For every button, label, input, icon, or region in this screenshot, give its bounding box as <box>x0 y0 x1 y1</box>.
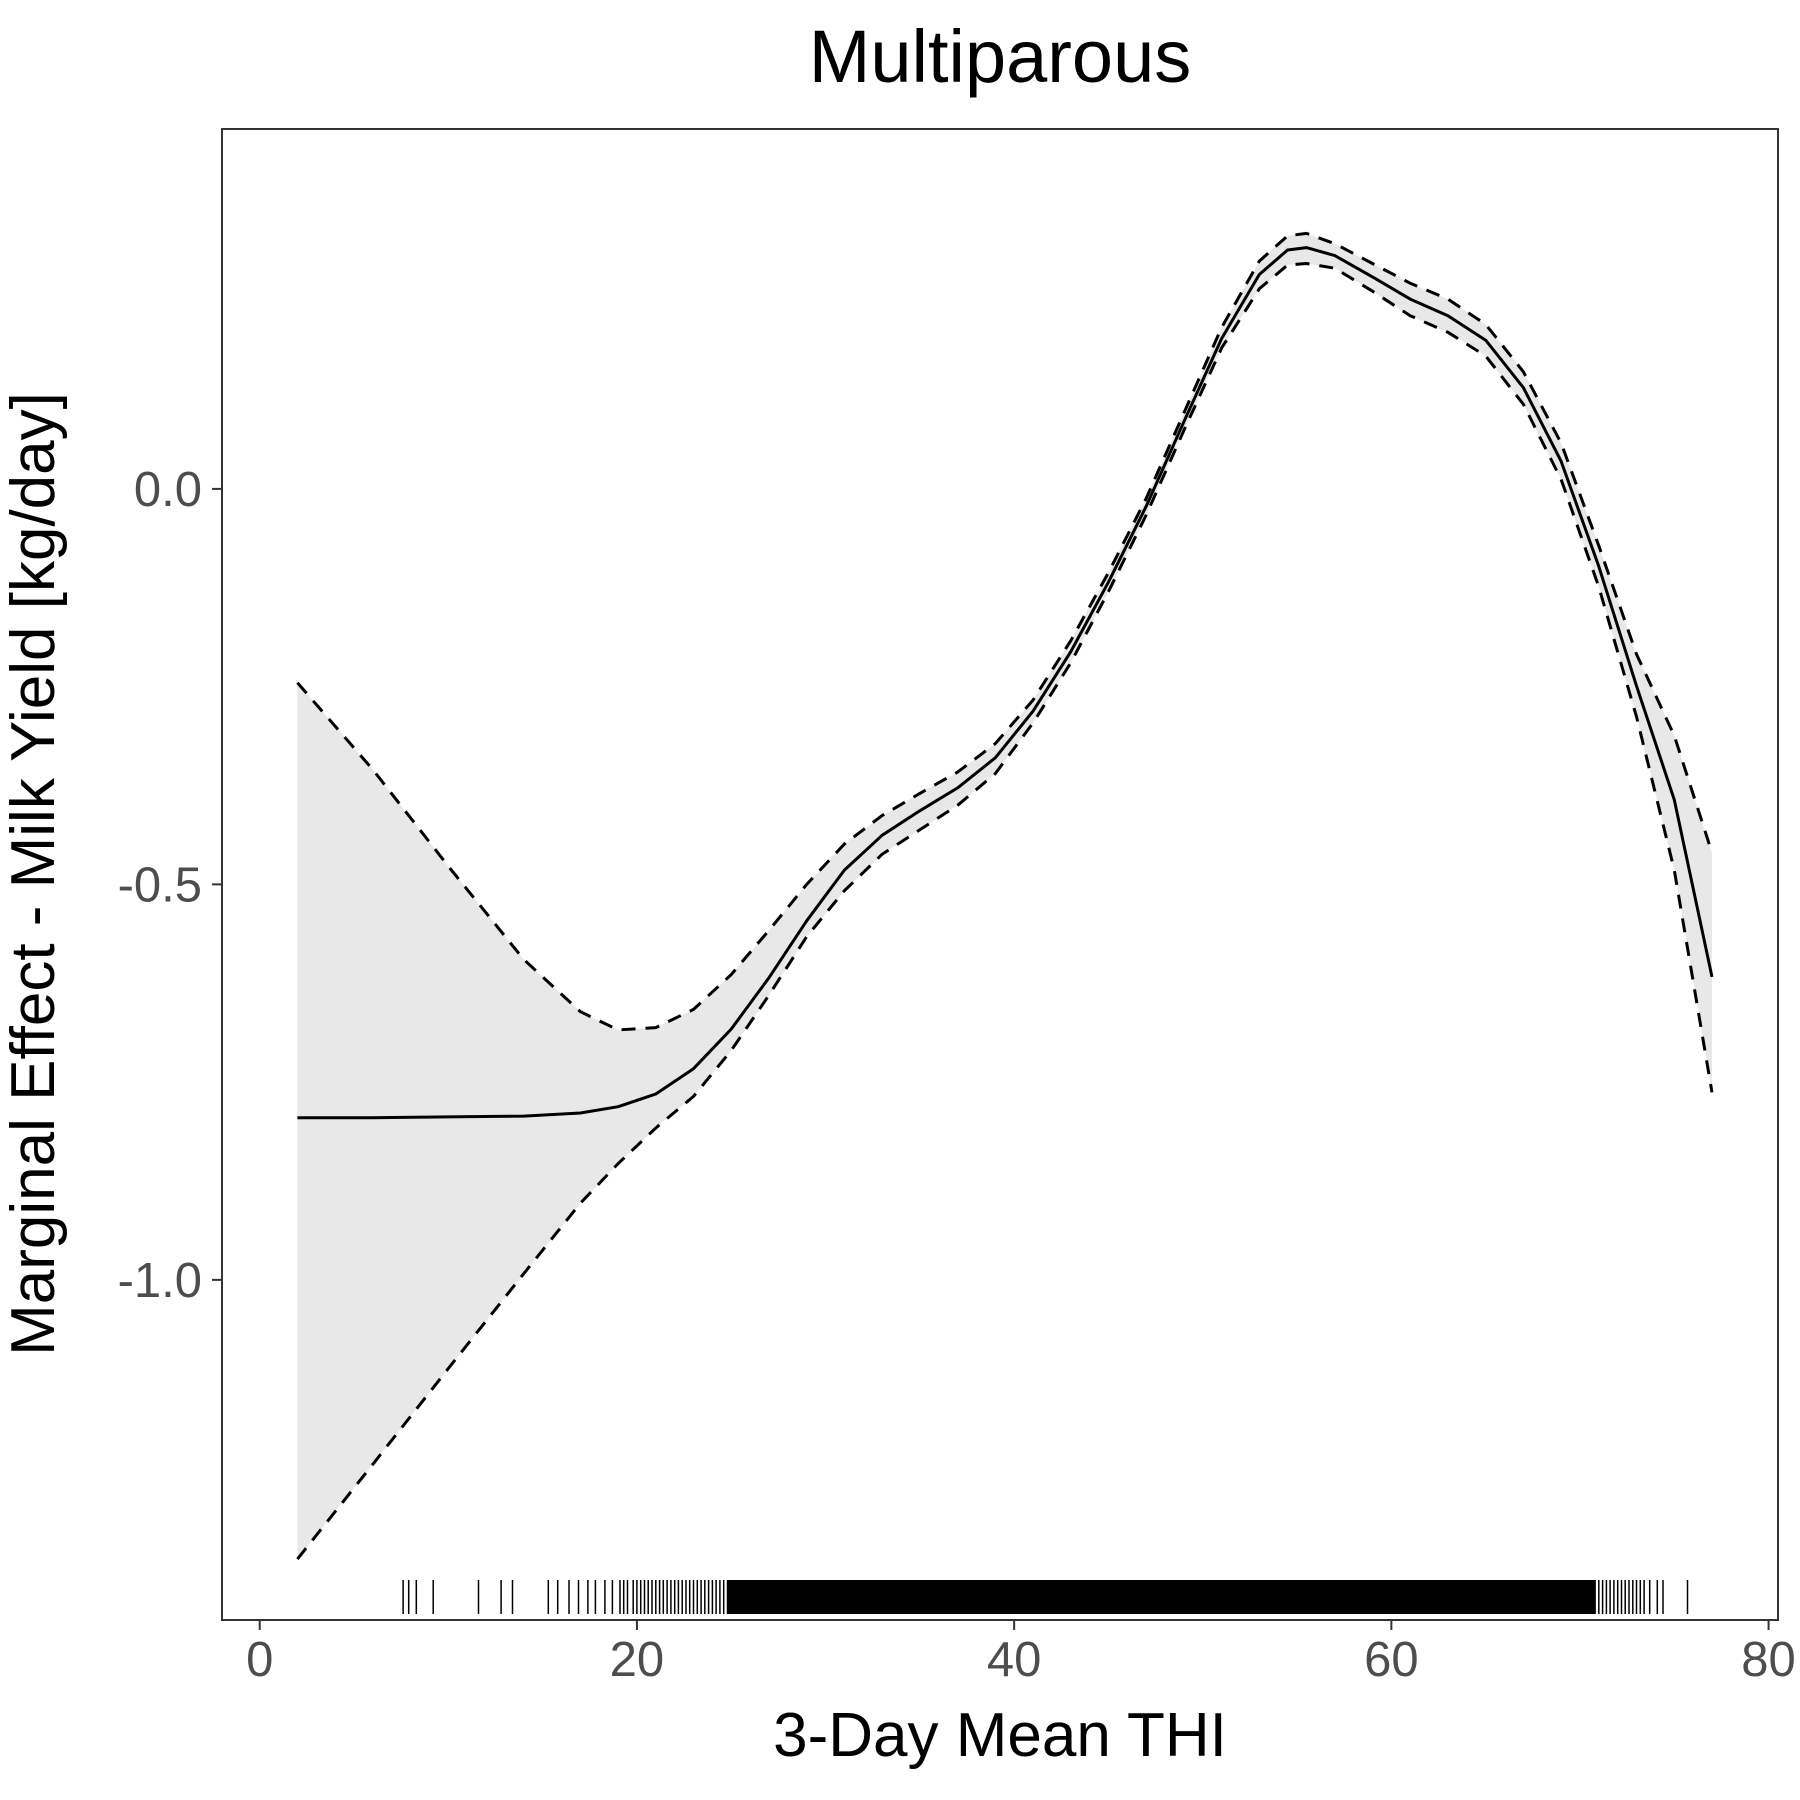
y-axis-title: Marginal Effect - Milk Yield [kg/day] <box>0 392 68 1356</box>
x-axis-title: 3-Day Mean THI <box>773 1701 1227 1770</box>
panel-border <box>221 128 1779 1621</box>
series-line-estimate <box>297 246 1714 1120</box>
series-line-lower <box>296 262 1714 1561</box>
y-tick-label: -0.5 <box>118 858 202 912</box>
y-axis: -1.0 -0.5 0.0 <box>118 463 222 1308</box>
x-axis: 0 20 40 60 80 <box>246 1620 1796 1687</box>
rug-dense-block <box>727 1580 1596 1614</box>
y-tick-label: 0.0 <box>134 463 202 517</box>
series-line-upper <box>296 231 1714 1032</box>
x-tick-label: 80 <box>1741 1633 1796 1687</box>
chart-title: Multiparous <box>809 15 1192 98</box>
plot-area <box>296 231 1714 1614</box>
x-tick-label: 20 <box>610 1633 665 1687</box>
x-tick-label: 40 <box>987 1633 1042 1687</box>
x-tick-label: 60 <box>1364 1633 1419 1687</box>
confidence-ribbon <box>297 233 1712 1560</box>
x-tick-label: 0 <box>246 1633 273 1687</box>
y-tick-label: -1.0 <box>118 1254 202 1308</box>
